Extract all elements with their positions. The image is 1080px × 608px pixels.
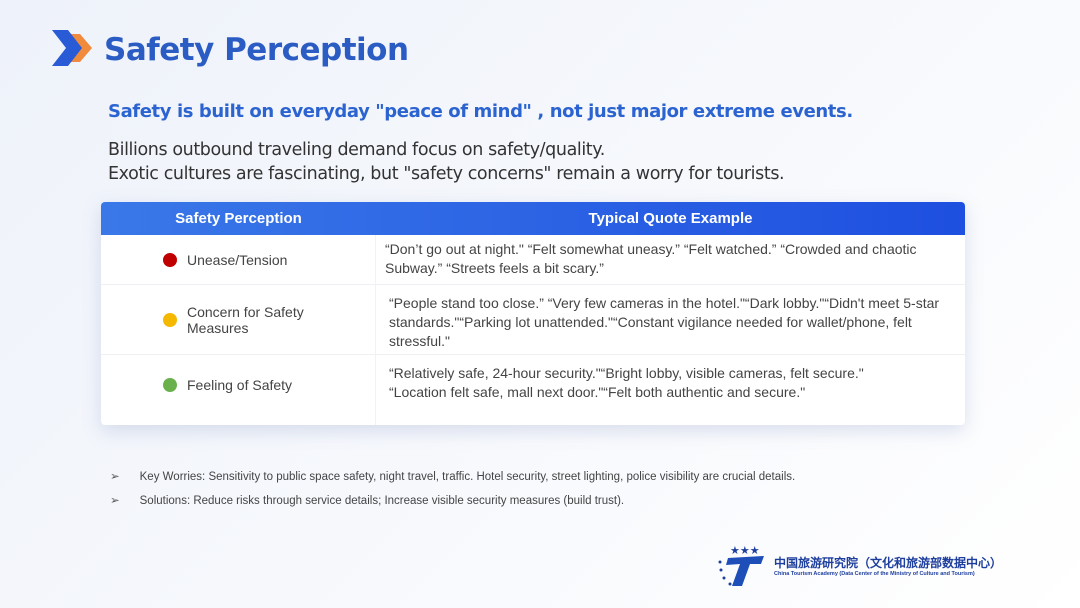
bullet-item: ➢ Key Worries: Sensitivity to public spac… xyxy=(110,469,795,483)
row-quote: “People stand too close.” “Very few came… xyxy=(389,295,940,349)
table-header: Safety Perception Typical Quote Example xyxy=(101,202,965,235)
chevron-right-icon xyxy=(52,30,92,66)
org-name-cn: 中国旅游研究院（文化和旅游部数据中心） xyxy=(774,555,1003,570)
table-row: Feeling of Safety “Relatively safe, 24-h… xyxy=(101,355,965,425)
academy-logo-icon: ★★★ xyxy=(718,545,764,586)
row-label: Feeling of Safety xyxy=(187,377,293,393)
row-quote: “Relatively safe, 24-hour security."“Bri… xyxy=(389,365,864,400)
row-label: Unease/Tension xyxy=(187,251,288,268)
intro-line: Billions outbound traveling demand focus… xyxy=(108,140,605,160)
table-row: Concern for Safety Measures “People stan… xyxy=(101,285,965,355)
page-title: Safety Perception xyxy=(104,32,409,68)
intro-text: Billions outbound traveling demand focus… xyxy=(108,138,785,186)
svg-text:★★★: ★★★ xyxy=(730,545,760,557)
intro-line: Exotic cultures are fascinating, but "sa… xyxy=(108,164,785,184)
column-header: Typical Quote Example xyxy=(588,210,753,227)
table-row: Unease/Tension “Don’t go out at night." … xyxy=(101,235,965,285)
subtitle: Safety is built on everyday "peace of mi… xyxy=(108,101,853,122)
org-footer: ★★★ 中国旅游研究院（文化和旅游部数据中心） China Tourism Ac… xyxy=(716,540,1002,590)
bullet-item: ➢ Solutions: Reduce risks through service… xyxy=(110,493,624,507)
bullet-text: Key Worries: Sensitivity to public space… xyxy=(139,471,796,483)
row-quote: “Don’t go out at night." “Felt somewhat … xyxy=(385,241,917,276)
arrow-bullet-icon: ➢ xyxy=(110,495,120,507)
bullet-text: Solutions: Reduce risks through service … xyxy=(139,495,625,507)
red-dot-icon xyxy=(163,252,177,267)
arrow-bullet-icon: ➢ xyxy=(110,471,120,483)
column-header: Safety Perception xyxy=(175,210,302,227)
org-name-en: China Tourism Academy (Data Center of th… xyxy=(774,570,975,577)
safety-table: Safety Perception Typical Quote Example … xyxy=(101,202,965,425)
yellow-dot-icon xyxy=(163,312,177,327)
row-label: Concern for Safety Measures xyxy=(187,303,304,336)
green-dot-icon xyxy=(163,378,177,392)
